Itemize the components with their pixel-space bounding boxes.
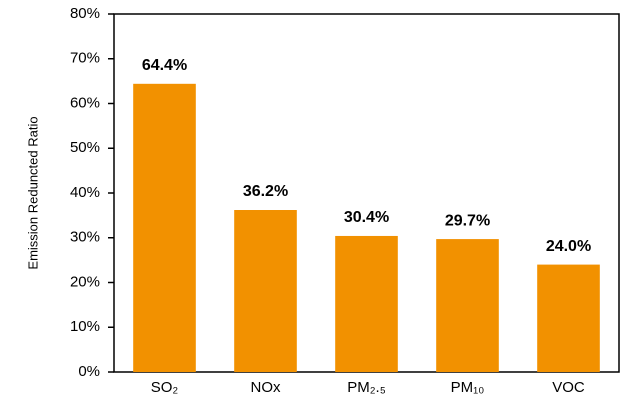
value-label: 24.0%	[546, 238, 591, 255]
bar	[335, 235, 398, 372]
y-tick-label: 50%	[70, 139, 100, 156]
y-tick-label: 20%	[70, 273, 100, 290]
y-tick-label: 80%	[70, 5, 100, 22]
value-label: 29.7%	[445, 212, 490, 229]
y-tick-label: 0%	[78, 363, 100, 380]
y-tick-label: 10%	[70, 318, 100, 335]
y-tick-label: 60%	[70, 94, 100, 111]
value-label: 36.2%	[243, 183, 288, 200]
x-tick-label: PM₁₀	[451, 379, 485, 396]
x-tick-label: VOC	[552, 379, 585, 396]
x-tick-label: SO₂	[151, 379, 179, 396]
y-tick-label: 30%	[70, 229, 100, 246]
y-axis-title: Emission Reduncted Ratio	[25, 116, 40, 269]
bar	[537, 264, 600, 372]
value-label: 30.4%	[344, 209, 389, 226]
y-tick-label: 70%	[70, 50, 100, 67]
y-tick-label: 40%	[70, 184, 100, 201]
x-tick-label: PM₂.₅	[347, 379, 386, 396]
bar	[436, 239, 499, 372]
bar	[234, 210, 297, 372]
bar	[133, 83, 196, 372]
x-tick-label: NOx	[251, 379, 282, 396]
value-label: 64.4%	[142, 57, 187, 74]
